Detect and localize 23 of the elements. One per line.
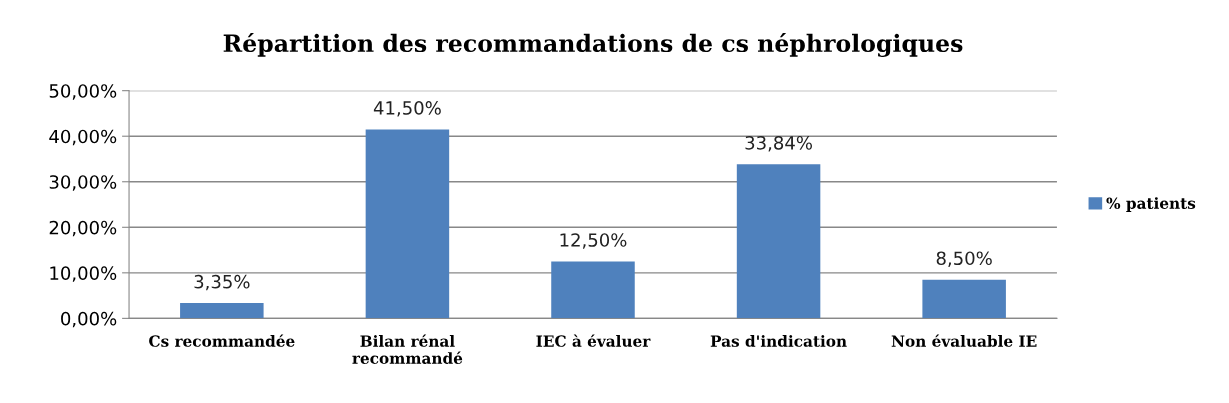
y-tick-label: 20,00% (49, 220, 117, 237)
y-tick-label: 0,00% (61, 311, 117, 328)
x-tick-label: Bilan rénal recommandé (352, 334, 463, 364)
bar (922, 279, 1006, 319)
chart-title: Répartition des recommandations de cs néphrologiques (223, 32, 963, 58)
y-tick-label: 50,00% (49, 84, 117, 100)
bar (365, 129, 450, 319)
x-tick-label: Pas d'indication (710, 335, 847, 347)
data-label: 3,35% (194, 274, 250, 291)
y-tick-label: 10,00% (50, 266, 117, 282)
y-tick-label: 30,00% (49, 175, 117, 191)
legend-label: % patients (1106, 197, 1196, 212)
data-label: 33,84% (745, 136, 812, 152)
bar (180, 303, 264, 319)
x-tick-label: Cs recommandée (149, 334, 295, 347)
x-tick-label: IEC à évaluer (536, 334, 651, 347)
data-label: 12,50% (560, 233, 627, 249)
y-tick-label: 40,00% (49, 129, 117, 146)
data-label: 8,50% (936, 251, 992, 267)
x-tick-label: Non évaluable IE (891, 334, 1037, 347)
data-label: 41,50% (373, 101, 441, 117)
bar (551, 261, 635, 319)
bar (736, 164, 821, 319)
